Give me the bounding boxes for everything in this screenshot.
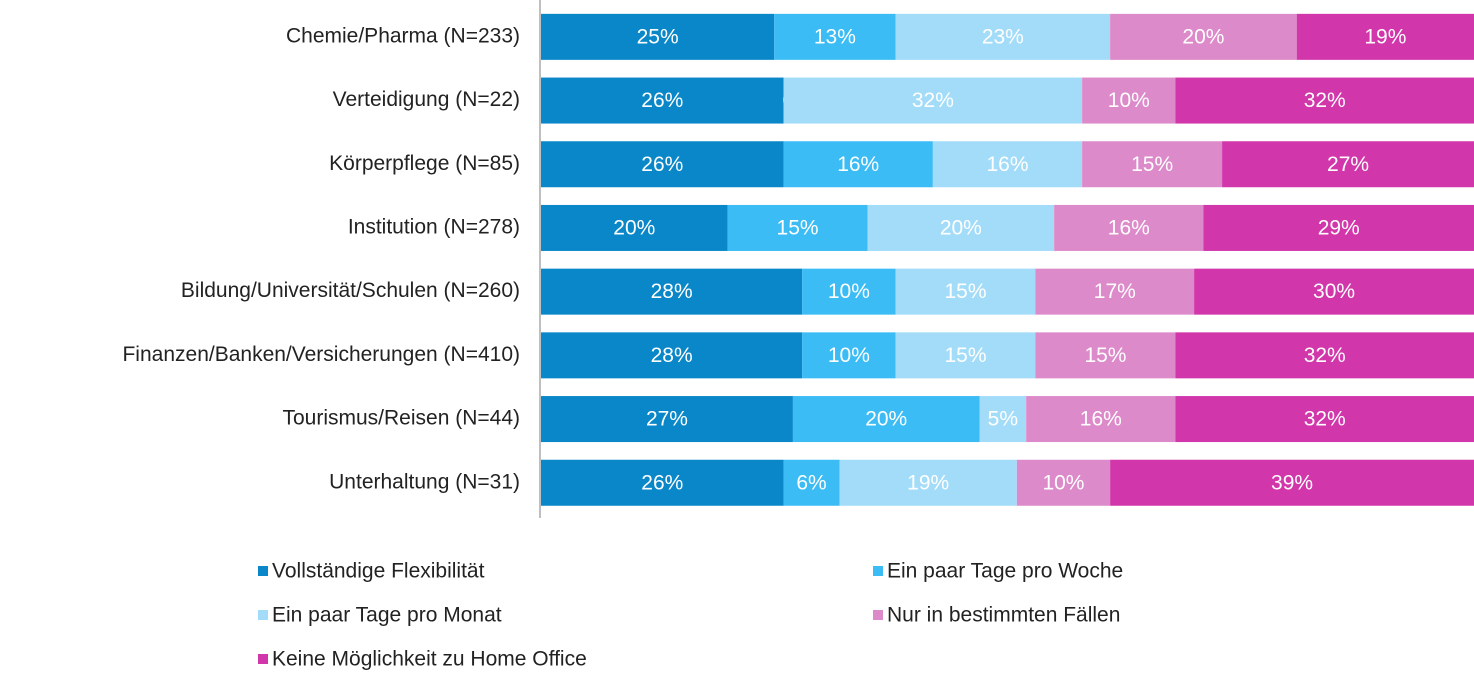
bar-segment (1175, 77, 1474, 124)
bar-segment (802, 332, 896, 379)
bar-segment (1194, 268, 1474, 315)
bar-segment (541, 332, 803, 379)
data-label: 32% (912, 89, 954, 112)
category-label: Körperpflege (N=85) (329, 152, 520, 175)
category-label: Unterhaltung (N=31) (329, 470, 520, 493)
bar-segment (895, 13, 1111, 60)
bar-segment (1035, 332, 1176, 379)
data-label: 26% (641, 153, 683, 176)
data-label: 16% (986, 153, 1028, 176)
legend-swatch (873, 566, 883, 576)
data-label: 10% (1042, 471, 1084, 494)
bar-segment (932, 141, 1083, 188)
bar-segment (1222, 141, 1474, 188)
data-label: 6% (796, 471, 826, 494)
data-label: 26% (641, 89, 683, 112)
data-label: 32% (1304, 408, 1346, 431)
data-label: 19% (1364, 25, 1406, 48)
data-label: 23% (982, 25, 1024, 48)
data-label: 39% (1271, 471, 1313, 494)
bar-segment (1110, 13, 1297, 60)
data-label: 15% (944, 280, 986, 303)
data-label: 28% (651, 344, 693, 367)
legend-label: Keine Möglichkeit zu Home Office (272, 648, 587, 671)
bar-segment (1110, 459, 1474, 506)
bar-segment (783, 141, 933, 188)
data-label: 10% (828, 344, 870, 367)
category-label: Bildung/Universität/Schulen (N=260) (181, 279, 520, 302)
bar-segment (783, 459, 840, 506)
data-label: 5% (988, 408, 1018, 431)
bar-segment (541, 141, 784, 188)
bar-segment (1035, 268, 1195, 315)
bar-segment (783, 77, 1083, 124)
data-label: 17% (1094, 280, 1136, 303)
bar-segment (727, 204, 868, 251)
data-label: 29% (1318, 216, 1360, 239)
data-label: 27% (646, 408, 688, 431)
data-label: 15% (777, 216, 819, 239)
data-label: 13% (814, 25, 856, 48)
category-label: Finanzen/Banken/Versicherungen (N=410) (122, 343, 520, 366)
data-label: 20% (940, 216, 982, 239)
legend-label: Nur in bestimmten Fällen (887, 604, 1120, 627)
bar-segment (895, 268, 1036, 315)
data-label: 16% (1108, 216, 1150, 239)
bar-segment (541, 268, 803, 315)
bar-segment (792, 396, 980, 443)
bar-segment (541, 459, 784, 506)
bar-segment (1296, 13, 1474, 60)
bar-segment (541, 204, 728, 251)
category-label: Chemie/Pharma (N=233) (286, 24, 520, 47)
data-label: 30% (1313, 280, 1355, 303)
category-label: Institution (N=278) (348, 215, 520, 238)
legend-label: Ein paar Tage pro Monat (272, 604, 502, 627)
bar-segment (1203, 204, 1474, 251)
bar-segment (979, 396, 1027, 443)
bar-segment (1026, 396, 1176, 443)
data-label: 26% (641, 471, 683, 494)
data-label: 28% (651, 280, 693, 303)
category-label: Tourismus/Reisen (N=44) (282, 407, 520, 430)
data-label: 20% (865, 408, 907, 431)
bar-segment (1054, 204, 1204, 251)
data-label: 20% (1182, 25, 1224, 48)
bar-segment (839, 459, 1017, 506)
bar-segment (1175, 332, 1474, 379)
bar-segment (541, 396, 793, 443)
category-label: Verteidigung (N=22) (333, 88, 520, 111)
bar-segment (802, 268, 896, 315)
data-label: 19% (907, 471, 949, 494)
data-label: 20% (613, 216, 655, 239)
bar-segment (867, 204, 1055, 251)
data-label: 32% (1304, 344, 1346, 367)
data-label: 15% (1131, 153, 1173, 176)
legend-label: Ein paar Tage pro Woche (887, 560, 1123, 583)
data-label: 10% (828, 280, 870, 303)
data-label: 27% (1327, 153, 1369, 176)
legend-label: Vollständige Flexibilität (272, 560, 485, 583)
data-label: 32% (1304, 89, 1346, 112)
data-label: 15% (1084, 344, 1126, 367)
data-label: 10% (1108, 89, 1150, 112)
data-label: 16% (837, 153, 879, 176)
bar-segment (541, 13, 775, 60)
data-label: 25% (637, 25, 679, 48)
data-label: 15% (944, 344, 986, 367)
legend-swatch (258, 654, 268, 664)
bar-segment (1082, 141, 1223, 188)
data-label: 16% (1080, 408, 1122, 431)
bar-segment (1082, 77, 1176, 124)
legend-swatch (258, 566, 268, 576)
bar-segment (1175, 396, 1474, 443)
bar-segment (1016, 459, 1111, 506)
bar-segment (774, 13, 896, 60)
legend-swatch (873, 610, 883, 620)
bar-segment (541, 77, 784, 124)
legend-swatch (258, 610, 268, 620)
bar-segment (895, 332, 1036, 379)
